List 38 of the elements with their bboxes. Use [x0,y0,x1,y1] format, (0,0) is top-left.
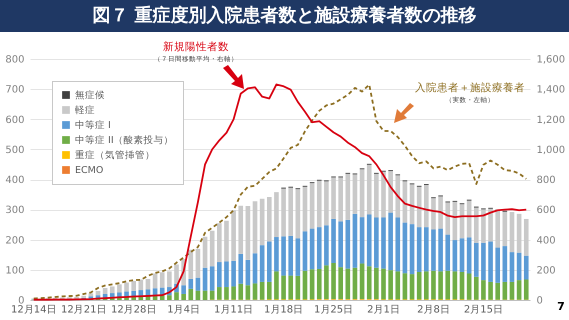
x-tick-label: 1月4日 [167,304,200,316]
y-tick-label: 600 [5,114,24,126]
y-tick-label: 500 [5,144,24,156]
x-tick-label: 1月25日 [314,304,354,316]
y2-tick-label: 400 [536,235,556,246]
y-tick-label: 300 [5,205,24,216]
x-tick-label: 12月28日 [110,304,156,316]
y-tick-label: 0 [18,296,24,306]
x-tick-label: 1月18日 [264,304,304,316]
y2-tick-label: 1,000 [536,144,566,156]
text: 7 [557,300,565,313]
y2-tick-label: 1,200 [536,114,566,126]
y2-tick-label: 800 [536,175,556,186]
x-tick-label: 2月8日 [417,304,450,316]
legend-label: 中等症 I [75,119,111,131]
y2-tick-label: 1,600 [536,54,566,66]
x-tick-label: 12月14日 [11,304,56,316]
x-tick-label: 2月15日 [464,304,503,316]
legend-label: 無症候 [75,89,105,101]
y2-tick-label: 200 [536,265,556,276]
y2-tick-label: 0 [536,296,543,306]
y-tick-label: 700 [5,84,24,96]
y-tick-label: 200 [5,235,24,246]
y-tick-label: 100 [5,265,24,276]
legend-label: 軽症 [75,104,95,116]
x-tick-label: 2月1日 [367,304,400,316]
y2-tick-label: 1,400 [536,84,566,96]
y-tick-label: 400 [5,175,24,186]
x-tick-label: 12月21日 [60,304,106,316]
legend-label: 重症（気管挿管） [75,149,155,161]
x-tick-label: 1月11日 [214,304,254,316]
y-tick-label: 800 [5,54,24,66]
legend-label: 中等症 II（酸素投与） [75,134,174,146]
text: 入院患者＋施設療養者 [415,81,525,95]
legend-label: ECMO [75,165,104,176]
y2-tick-label: 600 [536,205,556,216]
chart-title: 図７ 重症度別入院患者数と施設療養者数の推移 [0,0,569,32]
text: 新規陽性者数 [163,40,229,54]
